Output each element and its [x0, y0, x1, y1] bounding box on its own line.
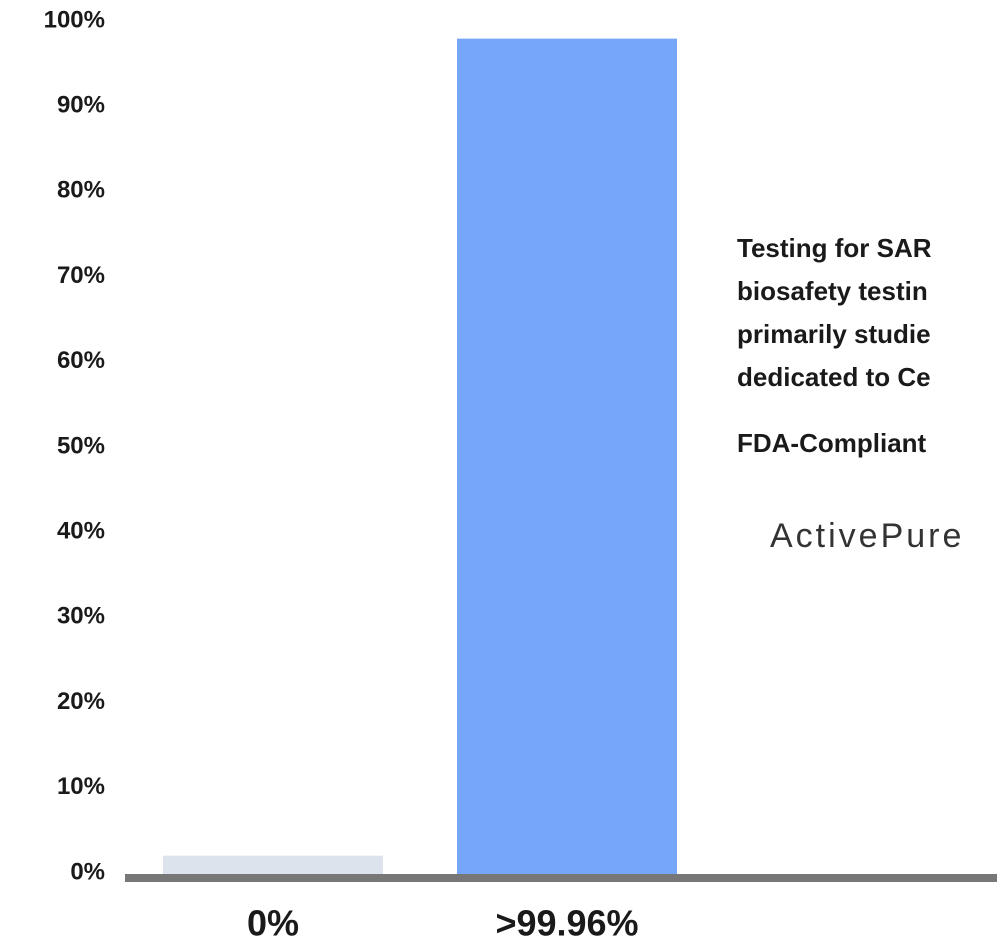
y-tick-label: 70%: [57, 262, 105, 289]
bar: [457, 38, 677, 877]
y-tick-label: 90%: [57, 92, 105, 119]
y-tick-label: 20%: [57, 688, 105, 715]
y-tick-label: 100%: [44, 6, 105, 33]
annotation: biosafety testin: [737, 276, 928, 306]
x-tick-label: 0%: [247, 903, 299, 944]
y-tick-label: 0%: [70, 858, 105, 885]
y-tick-label: 60%: [57, 347, 105, 374]
annotation: primarily studie: [737, 319, 931, 349]
x-tick-label: >99.96%: [495, 903, 638, 944]
x-axis-line: [125, 874, 997, 882]
y-tick-label: 30%: [57, 603, 105, 630]
annotation: Testing for SAR: [737, 233, 932, 263]
y-tick-label: 10%: [57, 773, 105, 800]
y-tick-label: 80%: [57, 177, 105, 204]
y-tick-label: 40%: [57, 518, 105, 545]
bar: [163, 855, 383, 877]
annotation: dedicated to Ce: [737, 362, 931, 392]
y-tick-label: 50%: [57, 432, 105, 459]
annotation: FDA-Compliant: [737, 428, 927, 458]
brand-text: ActivePure: [770, 517, 964, 555]
